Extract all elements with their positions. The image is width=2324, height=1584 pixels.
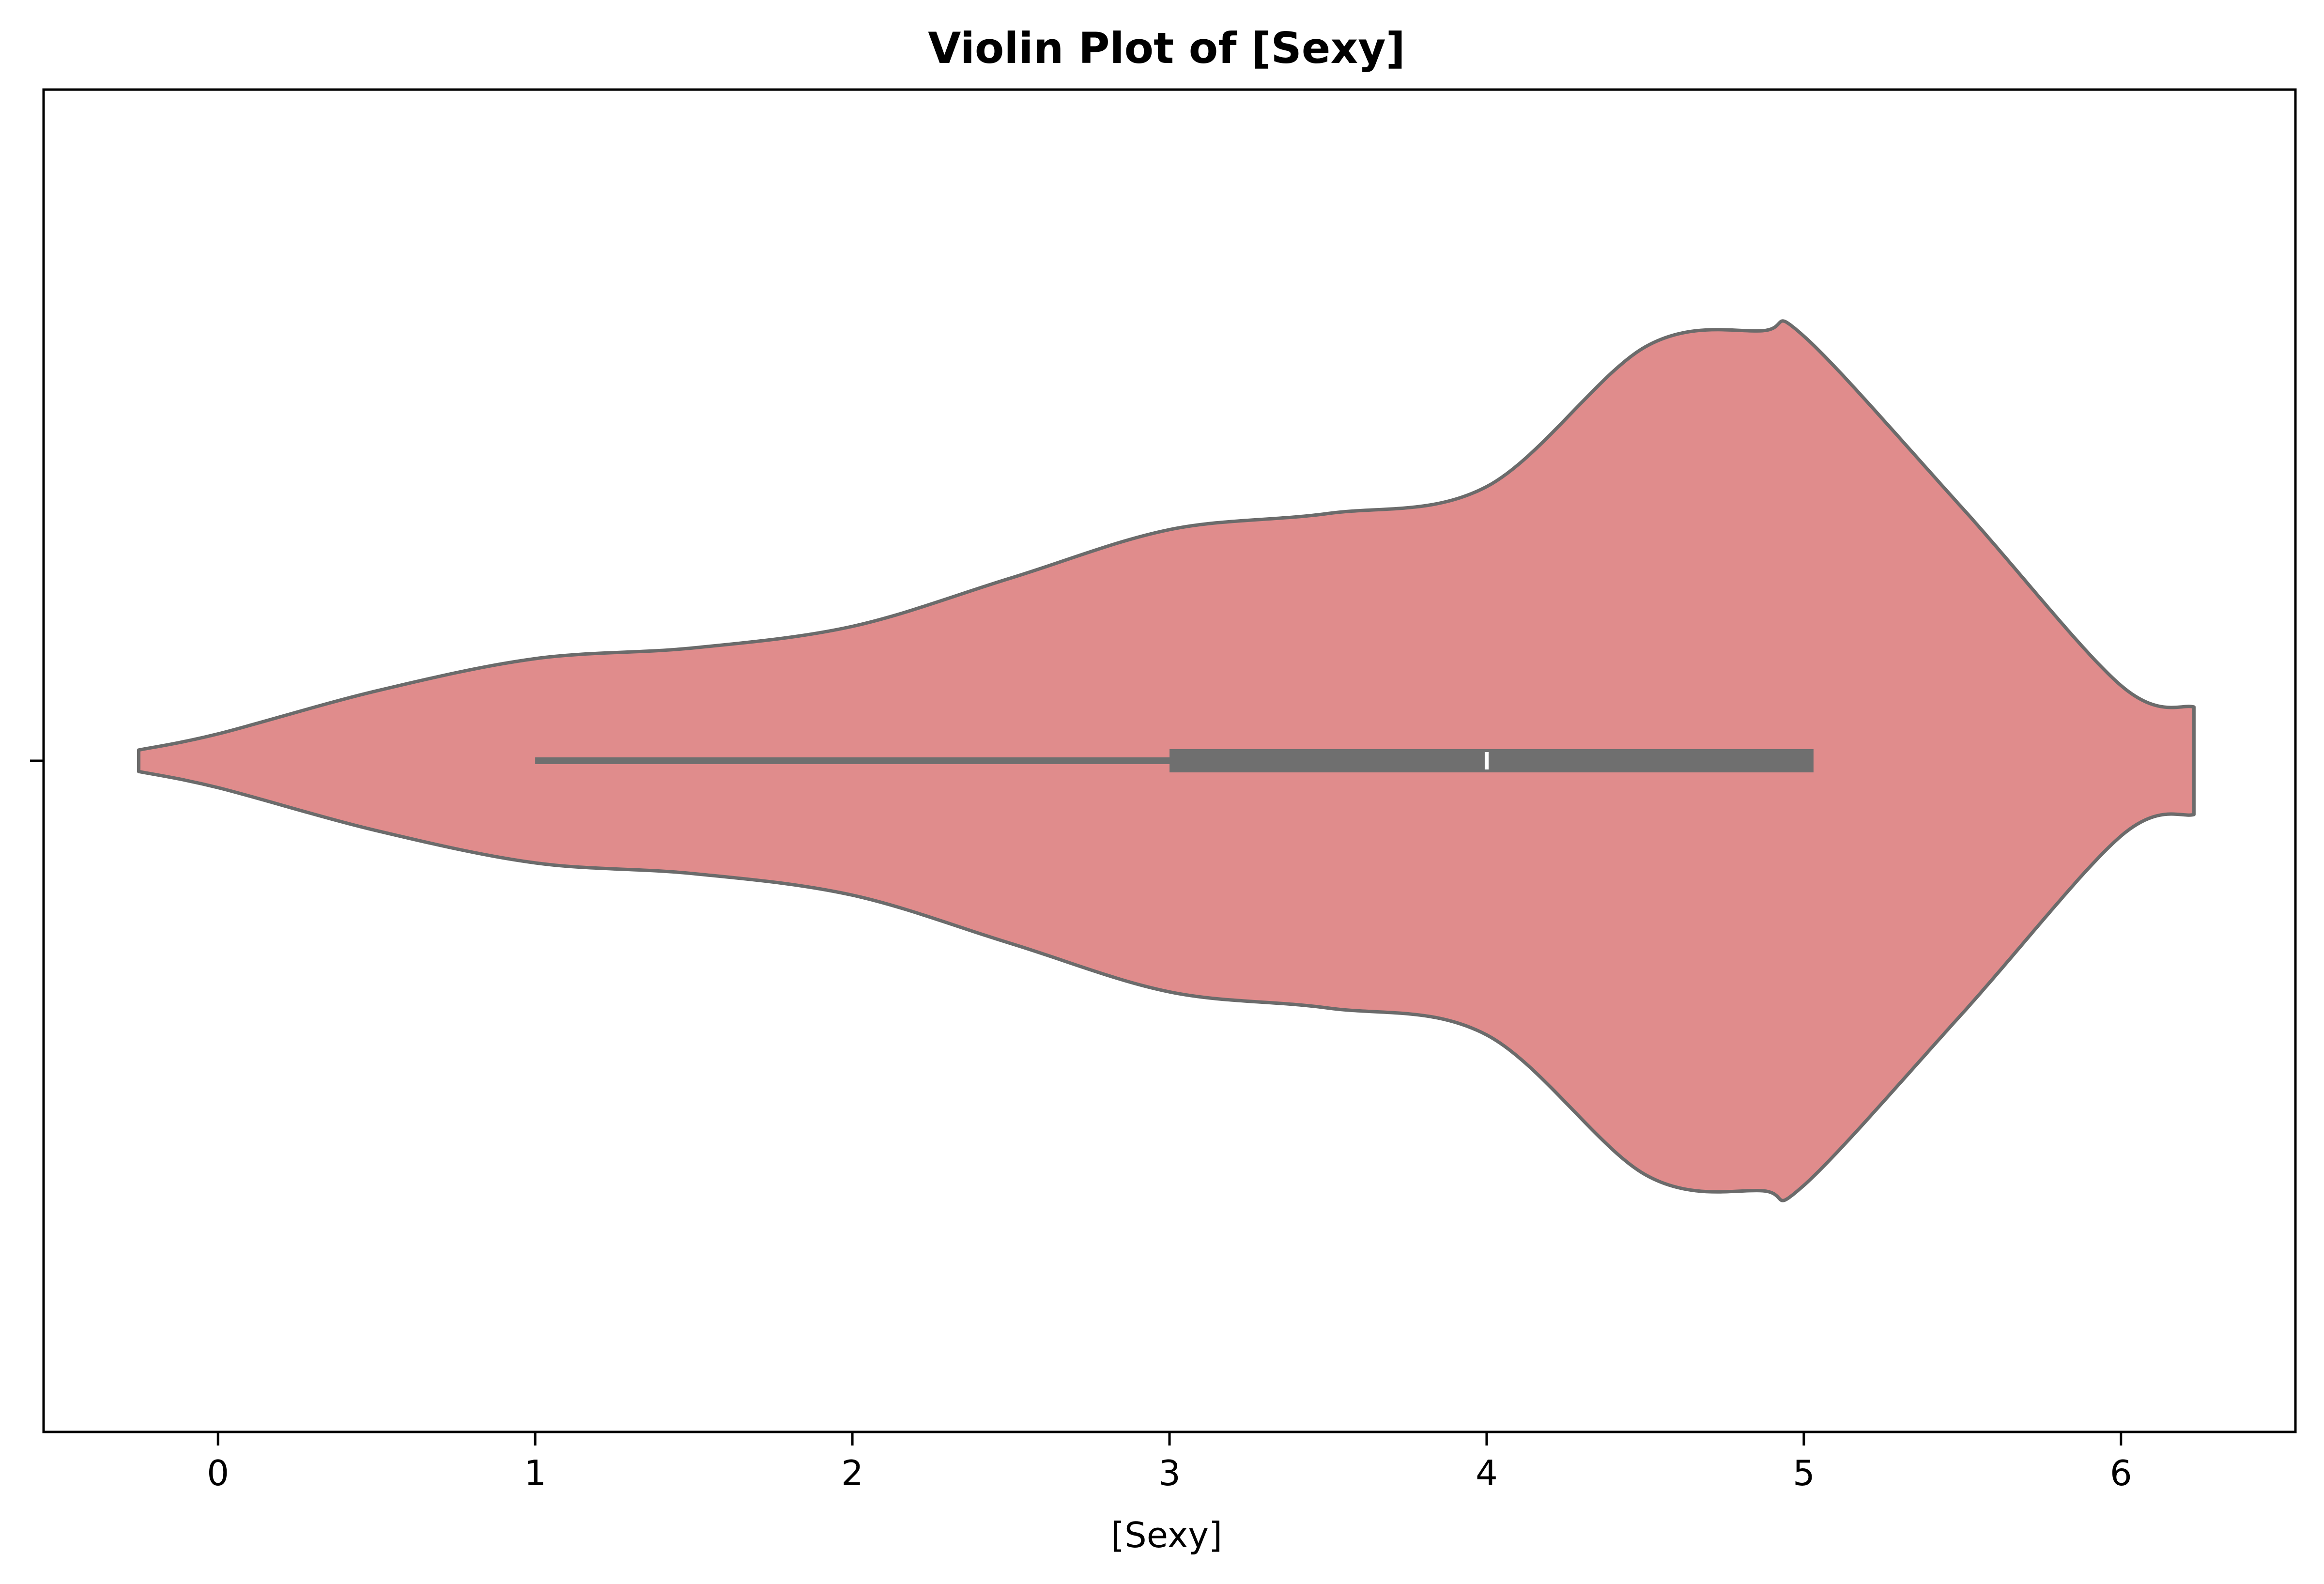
x-tick-label: 3 — [1158, 1453, 1181, 1493]
x-tick-label: 1 — [524, 1453, 546, 1493]
x-tick-label: 5 — [1793, 1453, 1815, 1493]
violin-iqr-box — [1170, 749, 1814, 772]
plot-area — [137, 319, 2196, 1202]
x-tick-label: 6 — [2110, 1453, 2132, 1493]
chart-title: Violin Plot of [Sexy] — [928, 23, 1405, 73]
x-axis-label: [Sexy] — [1111, 1515, 1222, 1555]
x-tick-label: 4 — [1476, 1453, 1498, 1493]
x-axis-ticks: 0 1 2 3 4 5 6 — [207, 1432, 2132, 1493]
x-tick-label: 0 — [207, 1453, 229, 1493]
x-tick-label: 2 — [841, 1453, 863, 1493]
